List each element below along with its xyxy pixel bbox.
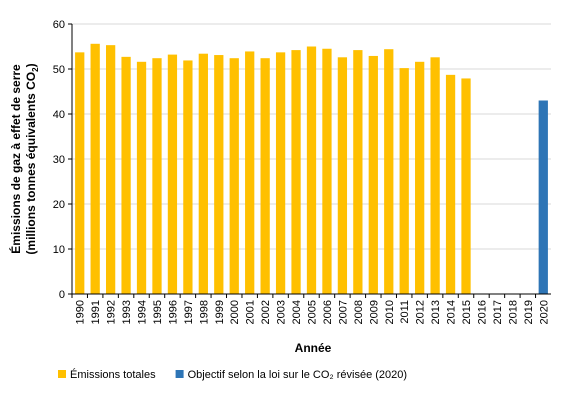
bar [384, 49, 394, 295]
y-axis-title-line2: (millions tonnes équivalents CO2) [24, 63, 40, 254]
bar [368, 55, 378, 295]
x-tick-label: 1991 [90, 300, 102, 324]
bar [415, 61, 425, 294]
x-tick-label: 2011 [399, 300, 411, 324]
x-tick-label: 2007 [337, 300, 349, 324]
x-tick-label: 1998 [198, 300, 210, 324]
y-tick-label: 40 [53, 109, 65, 121]
bar [90, 43, 100, 294]
legend-swatch [58, 370, 66, 378]
x-tick-label: 2020 [538, 300, 550, 324]
x-tick-label: 2006 [322, 300, 334, 324]
x-tick-label: 1994 [137, 300, 149, 324]
x-tick-label: 1990 [75, 300, 87, 324]
bars [75, 43, 548, 295]
x-tick-label: 2005 [307, 300, 319, 324]
x-tick-label: 1997 [183, 300, 195, 324]
x-tick-label: 2014 [446, 300, 458, 324]
bar [121, 56, 131, 294]
bar [291, 50, 301, 294]
x-tick-label: 2017 [492, 300, 504, 324]
bar [198, 53, 208, 295]
y-tick-label: 20 [53, 199, 65, 211]
bar [337, 57, 348, 294]
bar [538, 100, 548, 294]
bar [214, 55, 224, 294]
x-tick-label: 2003 [276, 300, 288, 324]
bar [105, 45, 116, 295]
x-tick-label: 1992 [106, 300, 118, 324]
x-tick-label: 2004 [291, 300, 303, 324]
axes [71, 24, 551, 295]
bar [275, 52, 286, 294]
x-tick-label: 2009 [368, 300, 380, 324]
x-tick-label: 1999 [214, 300, 226, 324]
y-tick-label: 10 [53, 244, 65, 256]
legend-swatch [175, 370, 184, 378]
bar [306, 46, 317, 294]
bar [136, 61, 147, 294]
bar [353, 50, 363, 294]
y-axis-title-line1: Émissions de gaz à effet de serre [8, 64, 23, 254]
x-tick-label: 2018 [507, 300, 519, 324]
bar [152, 58, 162, 295]
legend-label: Objectif selon la loi sur le CO₂ révisée… [188, 369, 407, 381]
y-tick-label: 0 [59, 289, 65, 301]
x-tick-label: 1996 [167, 300, 179, 324]
x-tick-label: 2008 [353, 300, 365, 324]
bar [245, 51, 255, 295]
x-tick-label: 1993 [121, 300, 133, 324]
y-tick-label: 60 [53, 19, 65, 31]
x-tick-label: 2010 [384, 300, 396, 324]
y-tick-labels: 0 10 20 30 40 50 60 [53, 19, 65, 301]
x-tick-label: 2001 [245, 300, 257, 324]
bar [430, 57, 440, 294]
x-tick-label: 1995 [152, 300, 164, 324]
bar [445, 74, 456, 294]
x-tick-label: 2012 [415, 300, 427, 324]
y-axis-title-line2-main: (millions tonnes équivalents CO [24, 72, 38, 255]
bar [167, 54, 178, 294]
bar [183, 60, 193, 295]
y-axis-title-group: Émissions de gaz à effet de serre (milli… [8, 63, 40, 254]
y-tick-label: 30 [53, 154, 65, 166]
y-axis-title-sub: 2 [31, 67, 40, 72]
bar [399, 68, 409, 294]
x-tick-label: 2013 [430, 300, 442, 324]
legend-label: Émissions totales [70, 368, 156, 381]
x-tick-labels: 1990 1991 1992 1993 1994 1995 1996 1997 1998 1999… [71, 294, 550, 324]
legend: Émissions totales Objectif selon la loi s… [58, 368, 407, 381]
bar [260, 58, 270, 295]
x-tick-label: 2000 [229, 300, 241, 324]
x-tick-label: 2015 [461, 300, 473, 324]
bar [75, 52, 85, 294]
x-tick-label: 2019 [523, 300, 535, 324]
bar [322, 48, 332, 294]
bar [461, 78, 471, 294]
x-tick-label: 2016 [476, 300, 488, 324]
x-axis-title: Année [295, 341, 332, 355]
x-tick-label: 2002 [260, 300, 272, 324]
bar [229, 58, 239, 295]
y-axis-title-close: ) [24, 63, 38, 67]
y-tick-label: 50 [53, 64, 65, 76]
